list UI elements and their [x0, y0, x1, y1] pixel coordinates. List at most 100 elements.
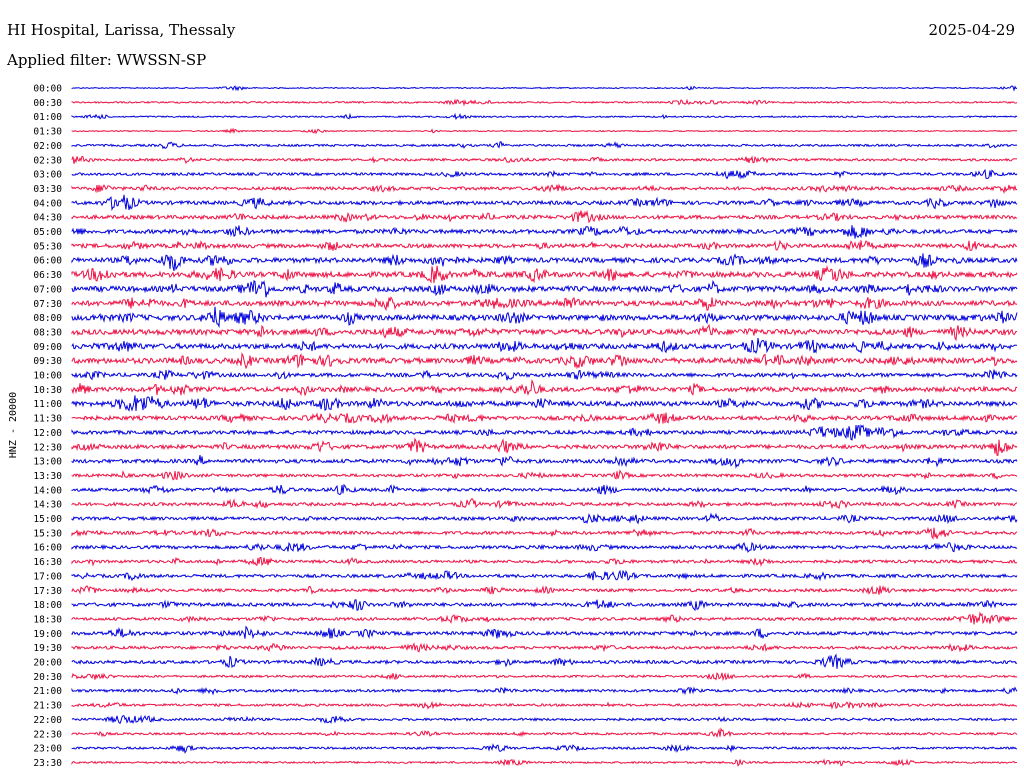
trace-line: [71, 225, 1018, 239]
trace-line: [71, 265, 1018, 284]
time-label: 00:30: [33, 98, 62, 109]
time-label: 20:00: [33, 658, 62, 669]
trace-line: [71, 239, 1018, 252]
time-label: 17:00: [33, 571, 62, 582]
trace-line: [71, 455, 1018, 469]
trace-line: [71, 469, 1018, 481]
time-label: 06:30: [33, 270, 62, 281]
trace-line: [71, 279, 1018, 298]
trace-group: [71, 85, 1018, 767]
trace-line: [71, 541, 1018, 553]
trace-line: [71, 98, 1018, 107]
trace-line: [71, 424, 1018, 441]
trace-line: [71, 378, 1018, 397]
trace-line: [71, 323, 1018, 342]
trace-line: [71, 183, 1018, 194]
time-label: 09:30: [33, 356, 62, 367]
trace-line: [71, 672, 1018, 682]
trace-line: [71, 569, 1018, 582]
time-label: 13:00: [33, 457, 62, 468]
time-label: 10:30: [33, 385, 62, 396]
trace-line: [71, 642, 1018, 653]
time-label: 13:30: [33, 471, 62, 482]
time-label: 03:30: [33, 184, 62, 195]
time-label: 16:00: [33, 543, 62, 554]
time-label: 07:30: [33, 299, 62, 310]
time-label: 04:30: [33, 213, 62, 224]
trace-line: [71, 141, 1018, 150]
time-label: 23:00: [33, 744, 62, 755]
trace-line: [71, 714, 1018, 725]
trace-line: [71, 112, 1018, 121]
trace-line: [71, 625, 1018, 640]
time-label: 08:00: [33, 313, 62, 324]
time-label: 18:00: [33, 600, 62, 611]
trace-line: [71, 306, 1018, 329]
trace-line: [71, 758, 1018, 767]
time-label: 12:00: [33, 428, 62, 439]
trace-line: [71, 653, 1018, 669]
trace-line: [71, 437, 1018, 456]
trace-line: [71, 599, 1018, 612]
time-label: 03:00: [33, 170, 62, 181]
time-label: 22:00: [33, 715, 62, 726]
time-label: 05:00: [33, 227, 62, 238]
trace-line: [71, 155, 1018, 165]
time-label: 10:00: [33, 371, 62, 382]
trace-line: [71, 338, 1018, 354]
time-label: 16:30: [33, 557, 62, 568]
time-label: 07:00: [33, 284, 62, 295]
trace-line: [71, 85, 1018, 92]
time-label: 00:00: [33, 84, 62, 95]
trace-line: [71, 168, 1018, 180]
trace-line: [71, 512, 1018, 525]
trace-line: [71, 526, 1018, 540]
time-label: 21:00: [33, 686, 62, 697]
time-label: 14:30: [33, 500, 62, 511]
trace-line: [71, 743, 1018, 754]
time-label: 22:30: [33, 729, 62, 740]
time-label: 15:00: [33, 514, 62, 525]
station-title: HI Hospital, Larissa, Thessaly: [7, 21, 236, 39]
filter-label: Applied filter: WWSSN-SP: [7, 51, 207, 69]
time-label: 17:30: [33, 586, 62, 597]
time-label: 11:00: [33, 399, 62, 410]
time-label: 04:00: [33, 198, 62, 209]
time-label: 01:30: [33, 127, 62, 138]
trace-line: [71, 369, 1018, 381]
trace-line: [71, 395, 1018, 412]
trace-line: [71, 253, 1018, 272]
trace-line: [71, 296, 1018, 312]
channel-label: HNZ - 20000: [8, 392, 19, 458]
trace-line: [71, 497, 1018, 510]
trace-line: [71, 700, 1018, 710]
trace-line: [71, 727, 1018, 739]
time-label-group: 00:00 00:30 01:00 01:30 02:00 02:30 03:00 03:30…: [33, 84, 62, 769]
trace-line: [71, 209, 1018, 224]
trace-line: [71, 412, 1018, 425]
time-label: 06:00: [33, 256, 62, 267]
time-label: 02:00: [33, 141, 62, 152]
time-label: 21:30: [33, 701, 62, 712]
time-label: 19:00: [33, 629, 62, 640]
trace-line: [71, 556, 1018, 567]
trace-line: [71, 483, 1018, 496]
trace-line: [71, 686, 1018, 696]
trace-line: [71, 127, 1018, 135]
time-label: 19:30: [33, 643, 62, 654]
time-label: 18:30: [33, 614, 62, 625]
time-label: 23:30: [33, 758, 62, 769]
time-label: 01:00: [33, 112, 62, 123]
trace-line: [71, 352, 1018, 370]
time-label: 09:00: [33, 342, 62, 353]
trace-line: [71, 611, 1018, 625]
time-label: 20:30: [33, 672, 62, 683]
time-label: 12:30: [33, 442, 62, 453]
trace-line: [71, 194, 1018, 212]
time-label: 15:30: [33, 528, 62, 539]
date-label: 2025-04-29: [928, 21, 1015, 39]
time-label: 02:30: [33, 155, 62, 166]
time-label: 05:30: [33, 241, 62, 252]
time-label: 08:30: [33, 327, 62, 338]
